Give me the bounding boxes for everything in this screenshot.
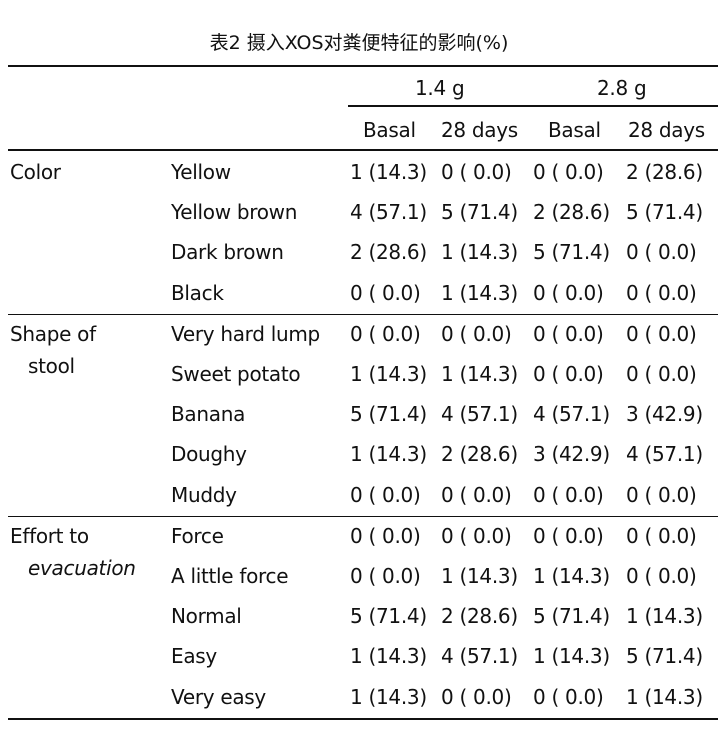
column-header: Basal	[363, 118, 416, 142]
table-cell: 4 (57.1)	[626, 442, 703, 467]
group-header: 1.4 g	[415, 76, 465, 100]
table-cell: 1 (14.3)	[626, 684, 703, 709]
column-header: Basal	[548, 118, 601, 142]
table-cell: 0 ( 0.0)	[533, 280, 604, 305]
table-cell: 1 (14.3)	[441, 362, 518, 386]
table-cell: 4 (57.1)	[441, 402, 518, 427]
table-cell: 5 (71.4)	[441, 200, 518, 225]
table-cell: 0 ( 0.0)	[533, 321, 604, 346]
row-label: A little force	[171, 564, 289, 588]
row-label: Easy	[171, 644, 217, 669]
table-cell: 3 (42.9)	[626, 402, 703, 427]
row-label: Very easy	[171, 684, 266, 709]
table-cell: 5 (71.4)	[533, 604, 610, 629]
table-cell: 1 (14.3)	[350, 362, 427, 386]
row-label: Yellow brown	[171, 200, 298, 225]
table-cell: 2 (28.6)	[441, 442, 518, 467]
table-cell: 4 (57.1)	[441, 644, 518, 669]
section-rule	[8, 313, 718, 316]
table-cell: 1 (14.3)	[626, 604, 703, 629]
table-cell: 2 (28.6)	[441, 604, 518, 629]
row-label: Yellow	[171, 160, 231, 184]
group-rule	[348, 105, 718, 107]
table-cell: 1 (14.3)	[533, 644, 610, 669]
table-cell: 0 ( 0.0)	[350, 482, 421, 507]
table-cell: 1 (14.3)	[350, 684, 427, 709]
table-cell: 0 ( 0.0)	[533, 362, 604, 386]
table-cell: 0 ( 0.0)	[441, 523, 512, 548]
table-cell: 2 (28.6)	[350, 240, 427, 265]
table-cell: 0 ( 0.0)	[441, 160, 512, 184]
column-header: 28 days	[628, 118, 705, 142]
bottom-rule	[8, 717, 718, 720]
table-cell: 0 ( 0.0)	[533, 160, 604, 184]
category-label: evacuation	[28, 555, 136, 580]
row-label: Black	[171, 280, 224, 305]
table-cell: 0 ( 0.0)	[441, 684, 512, 709]
table-cell: 5 (71.4)	[626, 200, 703, 225]
table-cell: 5 (71.4)	[533, 240, 610, 265]
table-cell: 0 ( 0.0)	[533, 684, 604, 709]
section-rule	[8, 515, 718, 518]
top-rule	[8, 65, 718, 67]
header-rule	[8, 149, 718, 151]
row-label: Sweet potato	[171, 362, 301, 386]
category-label: Effort to	[10, 523, 89, 548]
table-cell: 5 (71.4)	[626, 644, 703, 669]
row-label: Normal	[171, 604, 242, 629]
table-cell: 5 (71.4)	[350, 604, 427, 629]
table-cell: 0 ( 0.0)	[533, 523, 604, 548]
table-cell: 2 (28.6)	[533, 200, 610, 225]
table-cell: 1 (14.3)	[350, 644, 427, 669]
row-label: Doughy	[171, 442, 247, 467]
table-cell: 2 (28.6)	[626, 160, 703, 184]
group-header: 2.8 g	[597, 76, 647, 100]
category-label: Shape of	[10, 321, 96, 346]
table-cell: 4 (57.1)	[533, 402, 610, 427]
table-cell: 3 (42.9)	[533, 442, 610, 467]
row-label: Muddy	[171, 482, 237, 507]
table-cell: 0 ( 0.0)	[626, 240, 697, 265]
table-cell: 1 (14.3)	[441, 564, 518, 588]
table-cell: 0 ( 0.0)	[350, 523, 421, 548]
table-cell: 0 ( 0.0)	[626, 362, 697, 386]
table-cell: 0 ( 0.0)	[441, 321, 512, 346]
table-cell: 1 (14.3)	[350, 442, 427, 467]
row-label: Very hard lump	[171, 321, 320, 346]
table-cell: 0 ( 0.0)	[533, 482, 604, 507]
table-title: 表2 摄入XOS对粪便特征的影响(%)	[209, 32, 509, 54]
table-cell: 4 (57.1)	[350, 200, 427, 225]
table-cell: 0 ( 0.0)	[350, 564, 421, 588]
table-cell: 0 ( 0.0)	[626, 321, 697, 346]
table-cell: 0 ( 0.0)	[350, 280, 421, 305]
table-cell: 5 (71.4)	[350, 402, 427, 427]
row-label: Dark brown	[171, 240, 284, 265]
table-cell: 1 (14.3)	[350, 160, 427, 184]
table-cell: 0 ( 0.0)	[626, 523, 697, 548]
category-label: Color	[10, 160, 61, 184]
table-cell: 1 (14.3)	[441, 240, 518, 265]
row-label: Force	[171, 523, 224, 548]
table-cell: 0 ( 0.0)	[441, 482, 512, 507]
table-cell: 0 ( 0.0)	[350, 321, 421, 346]
row-label: Banana	[171, 402, 246, 427]
table-cell: 1 (14.3)	[441, 280, 518, 305]
table-cell: 1 (14.3)	[533, 564, 610, 588]
table-cell: 0 ( 0.0)	[626, 482, 697, 507]
table-cell: 0 ( 0.0)	[626, 564, 697, 588]
column-header: 28 days	[441, 118, 518, 142]
category-label: stool	[28, 353, 75, 378]
table-cell: 0 ( 0.0)	[626, 280, 697, 305]
